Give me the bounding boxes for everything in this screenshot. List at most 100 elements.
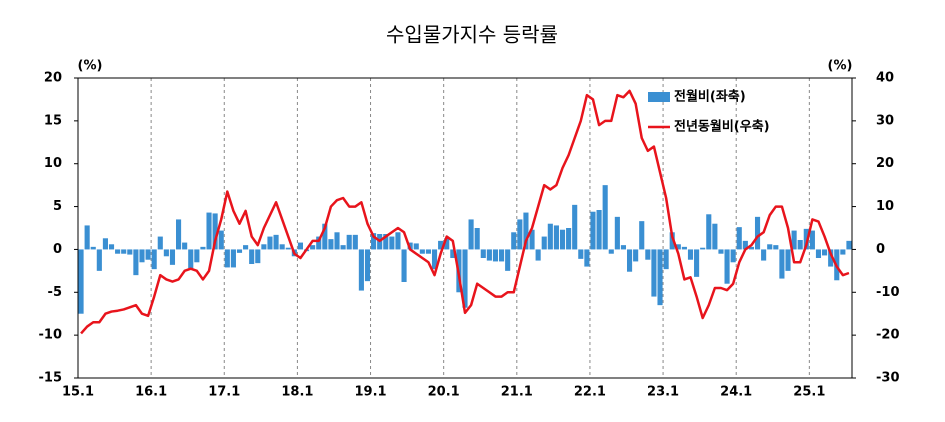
bar bbox=[724, 249, 730, 284]
bar bbox=[78, 249, 84, 314]
bar bbox=[809, 230, 815, 250]
y2-tick-label: 30 bbox=[876, 113, 894, 128]
bar bbox=[243, 245, 249, 250]
bar bbox=[828, 249, 834, 267]
bar bbox=[444, 238, 450, 250]
bar bbox=[261, 244, 267, 250]
bar bbox=[785, 249, 791, 271]
y2-tick-label: -10 bbox=[876, 285, 900, 300]
bar bbox=[523, 212, 529, 250]
chart-title: 수입물가지수 등락률 bbox=[386, 23, 558, 47]
bar bbox=[553, 225, 559, 250]
bar bbox=[401, 249, 407, 282]
bar bbox=[529, 229, 535, 250]
bar bbox=[712, 223, 718, 250]
bar bbox=[389, 236, 395, 250]
bar bbox=[273, 234, 279, 250]
bar bbox=[681, 246, 687, 250]
y-tick-label: 0 bbox=[53, 242, 62, 257]
y-tick-label: 20 bbox=[44, 71, 62, 86]
bar bbox=[700, 247, 706, 250]
bar bbox=[121, 249, 127, 254]
bar bbox=[108, 244, 115, 250]
bar bbox=[133, 249, 139, 276]
plot-frame bbox=[77, 77, 853, 379]
bar bbox=[639, 221, 645, 250]
y2-tick-label: -20 bbox=[876, 328, 900, 343]
bar bbox=[230, 249, 236, 268]
bar bbox=[206, 212, 212, 250]
x-tick-label: 24.1 bbox=[720, 385, 752, 400]
bar bbox=[547, 223, 553, 250]
bar bbox=[791, 230, 797, 250]
y-tick-label: -10 bbox=[39, 328, 63, 343]
y-tick-label: -15 bbox=[39, 371, 63, 386]
bar bbox=[157, 236, 163, 250]
bar bbox=[145, 249, 151, 260]
bar bbox=[742, 240, 748, 250]
bar bbox=[566, 228, 572, 250]
bar bbox=[620, 245, 627, 250]
legend-label: 전월비(좌축) bbox=[674, 89, 746, 105]
legend-swatch bbox=[648, 92, 670, 102]
x-tick-label: 19.1 bbox=[354, 385, 386, 400]
bar bbox=[413, 243, 419, 250]
bar bbox=[462, 249, 468, 308]
bar bbox=[188, 249, 194, 269]
x-tick-label: 17.1 bbox=[208, 385, 240, 400]
bar bbox=[694, 249, 700, 277]
x-tick-label: 21.1 bbox=[501, 385, 533, 400]
bar bbox=[846, 240, 852, 250]
bar bbox=[822, 249, 828, 256]
bar bbox=[358, 249, 364, 291]
bar bbox=[169, 249, 176, 265]
bar bbox=[754, 216, 761, 250]
bar bbox=[346, 234, 352, 250]
bar bbox=[431, 249, 438, 270]
bar bbox=[602, 185, 608, 250]
y2-unit: (%) bbox=[828, 59, 853, 74]
bar bbox=[328, 239, 334, 250]
bar bbox=[608, 249, 614, 254]
bar bbox=[669, 232, 675, 250]
x-tick-label: 15.1 bbox=[62, 385, 94, 400]
bar bbox=[486, 249, 492, 261]
bar bbox=[267, 236, 273, 250]
bar bbox=[626, 249, 633, 272]
bar bbox=[182, 242, 188, 250]
bar bbox=[651, 249, 657, 297]
bar bbox=[383, 234, 389, 250]
bar bbox=[212, 213, 218, 250]
bar bbox=[730, 249, 736, 263]
bar bbox=[218, 230, 224, 250]
y2-tick-label: 20 bbox=[876, 156, 894, 171]
bar bbox=[352, 234, 358, 250]
bar bbox=[559, 229, 566, 250]
bar bbox=[139, 249, 145, 263]
bar bbox=[322, 223, 328, 250]
bar bbox=[425, 249, 431, 254]
bar bbox=[736, 227, 742, 250]
bar bbox=[224, 249, 230, 268]
y-tick-label: 15 bbox=[44, 113, 62, 128]
x-tick-label: 22.1 bbox=[574, 385, 606, 400]
bar bbox=[663, 249, 669, 270]
bar bbox=[480, 249, 486, 258]
bar bbox=[84, 225, 90, 250]
bar bbox=[645, 249, 651, 260]
bar bbox=[310, 245, 316, 250]
y-tick-label: 5 bbox=[53, 199, 62, 214]
bar bbox=[175, 219, 182, 250]
bar bbox=[200, 246, 206, 250]
bar bbox=[797, 240, 803, 250]
bar bbox=[96, 249, 102, 271]
bar bbox=[102, 238, 108, 250]
y2-tick-label: -30 bbox=[876, 371, 900, 386]
bar bbox=[90, 246, 96, 250]
bar bbox=[748, 246, 755, 250]
bar bbox=[578, 249, 584, 259]
bar bbox=[334, 232, 340, 250]
y-tick-label: 10 bbox=[44, 156, 62, 171]
bar bbox=[657, 249, 663, 306]
